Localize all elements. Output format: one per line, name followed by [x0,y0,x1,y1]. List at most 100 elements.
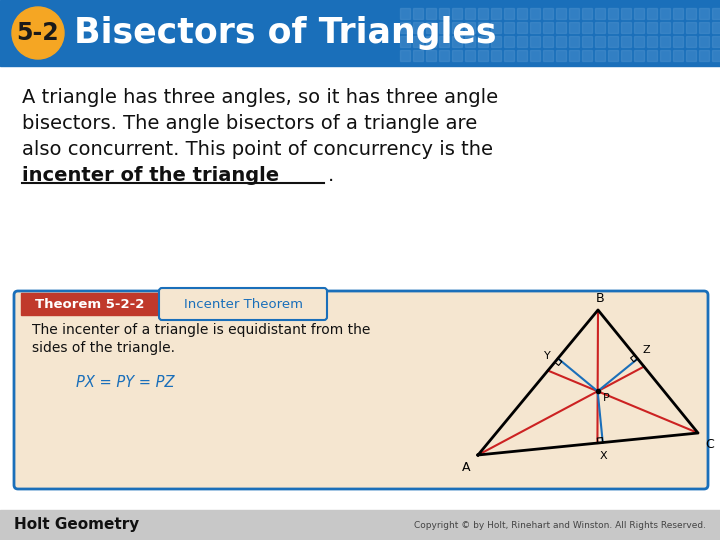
Bar [491,22,501,33]
Bar [686,22,696,33]
Bar [530,36,540,47]
Bar [400,50,410,61]
Text: incenter of the triangle: incenter of the triangle [22,166,279,185]
Bar [543,50,553,61]
Text: sides of the triangle.: sides of the triangle. [32,341,175,355]
Bar [517,50,527,61]
Bar [478,22,488,33]
Text: Copyright © by Holt, Rinehart and Winston. All Rights Reserved.: Copyright © by Holt, Rinehart and Winsto… [414,521,706,530]
Bar [634,8,644,19]
Text: bisectors. The angle bisectors of a triangle are: bisectors. The angle bisectors of a tria… [22,114,477,133]
Bar [647,22,657,33]
Bar [452,36,462,47]
Text: Theorem 5-2-2: Theorem 5-2-2 [35,298,145,310]
Bar [686,8,696,19]
Bar [465,36,475,47]
Bar [543,22,553,33]
Bar [491,36,501,47]
Bar [608,50,618,61]
Bar [426,8,436,19]
Bar [400,36,410,47]
Text: A: A [462,461,470,474]
Bar [452,8,462,19]
Bar [400,8,410,19]
Bar [517,8,527,19]
Text: X: X [600,450,608,461]
Bar [673,36,683,47]
Bar [413,8,423,19]
Bar [504,50,514,61]
Bar [504,22,514,33]
Bar [621,36,631,47]
Bar [660,8,670,19]
Bar [530,22,540,33]
Bar [556,22,566,33]
Bar [491,50,501,61]
Bar [504,8,514,19]
Bar [478,36,488,47]
FancyBboxPatch shape [14,291,708,489]
Bar [673,8,683,19]
Bar [556,8,566,19]
Bar [439,50,449,61]
Bar [595,50,605,61]
Bar [686,36,696,47]
Bar [426,50,436,61]
Text: The incenter of a triangle is equidistant from the: The incenter of a triangle is equidistan… [32,323,370,337]
Bar [543,8,553,19]
Bar [452,50,462,61]
Bar [608,22,618,33]
Bar [452,22,462,33]
Text: B: B [595,292,604,305]
Bar [634,36,644,47]
Bar [634,50,644,61]
Bar [660,22,670,33]
Bar [634,22,644,33]
Bar [647,8,657,19]
Bar [673,50,683,61]
Text: A triangle has three angles, so it has three angle: A triangle has three angles, so it has t… [22,88,498,107]
Bar [595,8,605,19]
Bar [647,36,657,47]
Bar [699,22,709,33]
Bar [491,8,501,19]
Bar [595,22,605,33]
Text: .: . [328,166,334,185]
Bar [608,36,618,47]
Bar [478,50,488,61]
Bar [582,36,592,47]
Bar [686,50,696,61]
Bar [660,36,670,47]
Bar [699,36,709,47]
Bar [569,36,579,47]
Bar [0,510,720,540]
Bar [621,50,631,61]
Text: Holt Geometry: Holt Geometry [14,517,139,532]
Bar [582,22,592,33]
Bar [621,8,631,19]
Bar [595,36,605,47]
Bar [699,50,709,61]
Bar [530,50,540,61]
Text: PX = PY = PZ: PX = PY = PZ [76,375,174,390]
Bar [439,8,449,19]
Bar [400,22,410,33]
Bar [413,36,423,47]
Bar [621,22,631,33]
Text: Y: Y [544,352,551,361]
Bar [21,293,159,315]
FancyBboxPatch shape [159,288,327,320]
Bar [699,8,709,19]
Bar [465,8,475,19]
Bar [712,22,720,33]
Text: Bisectors of Triangles: Bisectors of Triangles [74,16,497,50]
Bar [582,8,592,19]
Bar [712,8,720,19]
Text: 5-2: 5-2 [17,21,59,45]
Circle shape [12,7,64,59]
Bar [582,50,592,61]
Bar [530,8,540,19]
Bar [543,36,553,47]
Text: P: P [603,393,609,403]
Bar [413,50,423,61]
